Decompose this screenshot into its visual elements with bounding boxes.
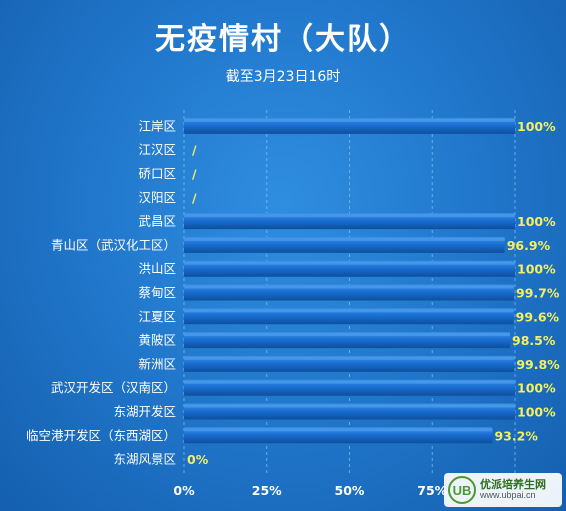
bar-highlight	[184, 356, 515, 360]
bar-highlight	[184, 333, 511, 337]
category-label: 东湖风景区	[113, 452, 176, 467]
watermark-name: 优派培养生网	[480, 478, 546, 491]
value-label: 100%	[517, 381, 556, 396]
value-label: 100%	[517, 214, 556, 229]
watermark-url: www.ubpai.cn	[480, 490, 536, 501]
bar-highlight	[184, 237, 505, 241]
bar-highlight	[184, 428, 493, 432]
value-label: /	[192, 143, 197, 158]
x-tick-label: 50%	[335, 483, 365, 498]
category-label: 江汉区	[138, 142, 176, 157]
chart-subtitle: 截至3月23日16时	[225, 69, 341, 85]
bar-highlight	[184, 214, 515, 218]
value-label: 0%	[187, 452, 209, 467]
bar-highlight	[184, 261, 515, 265]
value-label: 99.6%	[516, 309, 560, 324]
bar-highlight	[184, 285, 515, 289]
watermark-mark: UB	[448, 476, 476, 504]
category-label: 汉阳区	[138, 190, 176, 205]
watermark-logo: UB 优派培养生网 www.ubpai.cn	[444, 473, 562, 507]
category-label: 武昌区	[138, 214, 176, 229]
value-label: 99.7%	[516, 286, 560, 301]
bar-highlight	[184, 380, 515, 384]
category-label: 江岸区	[138, 118, 176, 133]
category-label: 新洲区	[138, 356, 176, 371]
value-label: /	[192, 167, 197, 182]
x-tick-label: 0%	[173, 483, 195, 498]
chart-title: 无疫情村（大队）	[155, 22, 411, 57]
x-tick-label: 25%	[252, 483, 282, 498]
category-label: 武汉开发区（汉南区）	[51, 380, 176, 395]
bar-highlight	[184, 118, 515, 122]
x-tick-label: 75%	[417, 483, 447, 498]
category-label: 江夏区	[138, 309, 176, 324]
bar-highlight	[184, 404, 515, 408]
value-label: 100%	[517, 262, 556, 277]
category-label: 黄陂区	[138, 333, 176, 348]
value-label: 96.9%	[507, 238, 551, 253]
value-label: 99.8%	[516, 357, 560, 372]
bar-highlight	[184, 309, 514, 313]
category-label: 洪山区	[138, 261, 176, 276]
value-label: 93.2%	[494, 428, 538, 443]
category-label: 蔡甸区	[138, 285, 176, 300]
category-label: 青山区（武汉化工区）	[51, 237, 176, 252]
value-label: /	[192, 190, 197, 205]
category-label: 东湖开发区	[113, 404, 176, 419]
category-label: 硚口区	[138, 166, 176, 181]
value-label: 100%	[517, 405, 556, 420]
value-label: 98.5%	[512, 333, 556, 348]
value-label: 100%	[517, 119, 556, 134]
category-label: 临空港开发区（东西湖区）	[26, 428, 176, 443]
